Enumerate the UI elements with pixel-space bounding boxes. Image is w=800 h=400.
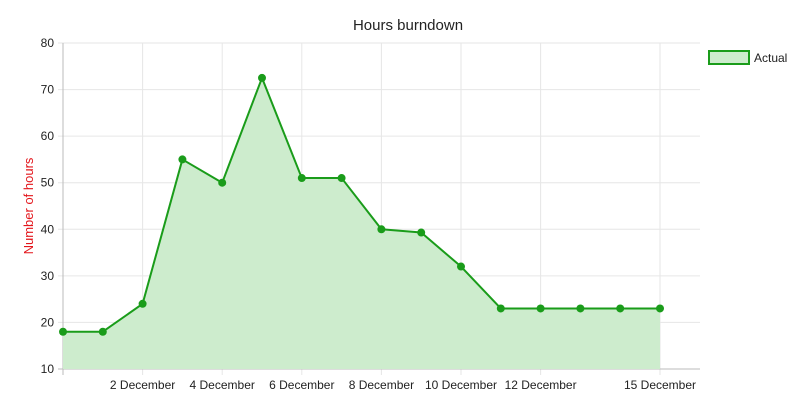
data-point[interactable]	[59, 327, 67, 336]
x-tick-label: 12 December	[505, 378, 577, 392]
x-tick-label: 10 December	[425, 378, 497, 392]
data-point[interactable]	[218, 178, 227, 187]
data-point[interactable]	[377, 225, 386, 234]
series-area-fill	[63, 77, 660, 369]
data-point[interactable]	[258, 73, 266, 82]
series-line	[63, 76, 660, 333]
data-point[interactable]	[98, 327, 107, 336]
x-tick-label: 2 December	[110, 378, 175, 392]
y-tick-label: 70	[41, 83, 55, 97]
y-axis-label: Number of hours	[21, 157, 36, 254]
chart-title: Hours burndown	[353, 17, 463, 34]
data-point[interactable]	[656, 304, 664, 313]
data-point[interactable]	[337, 174, 346, 183]
data-point[interactable]	[417, 228, 426, 237]
plot-area	[59, 73, 664, 369]
y-tick-label: 60	[41, 129, 55, 143]
data-point[interactable]	[536, 304, 545, 313]
y-tick-label: 10	[41, 362, 55, 376]
data-point[interactable]	[496, 304, 505, 313]
y-tick-label: 50	[41, 176, 55, 190]
y-tick-label: 80	[41, 36, 55, 50]
x-tick-label: 15 December	[624, 378, 696, 392]
data-point[interactable]	[297, 174, 306, 183]
y-tick-label: 30	[41, 269, 55, 283]
data-point[interactable]	[576, 304, 585, 313]
data-point[interactable]	[138, 299, 147, 308]
legend-swatch-actual	[708, 50, 750, 65]
legend-label-actual: Actual	[754, 51, 787, 65]
data-point[interactable]	[616, 304, 625, 313]
y-axis-ticks: 10 20 30 40 50 60 70 80	[41, 36, 55, 376]
data-point[interactable]	[457, 262, 465, 271]
y-tick-label: 40	[41, 222, 55, 236]
legend[interactable]: Actual	[708, 50, 787, 65]
x-tick-label: 6 December	[269, 378, 334, 392]
x-axis-ticks: 2 December 4 December 6 December 8 December…	[110, 378, 696, 392]
x-tick-label: 4 December	[190, 378, 255, 392]
data-point[interactable]	[178, 155, 187, 164]
x-tick-label: 8 December	[349, 378, 414, 392]
y-tick-label: 20	[41, 315, 55, 329]
